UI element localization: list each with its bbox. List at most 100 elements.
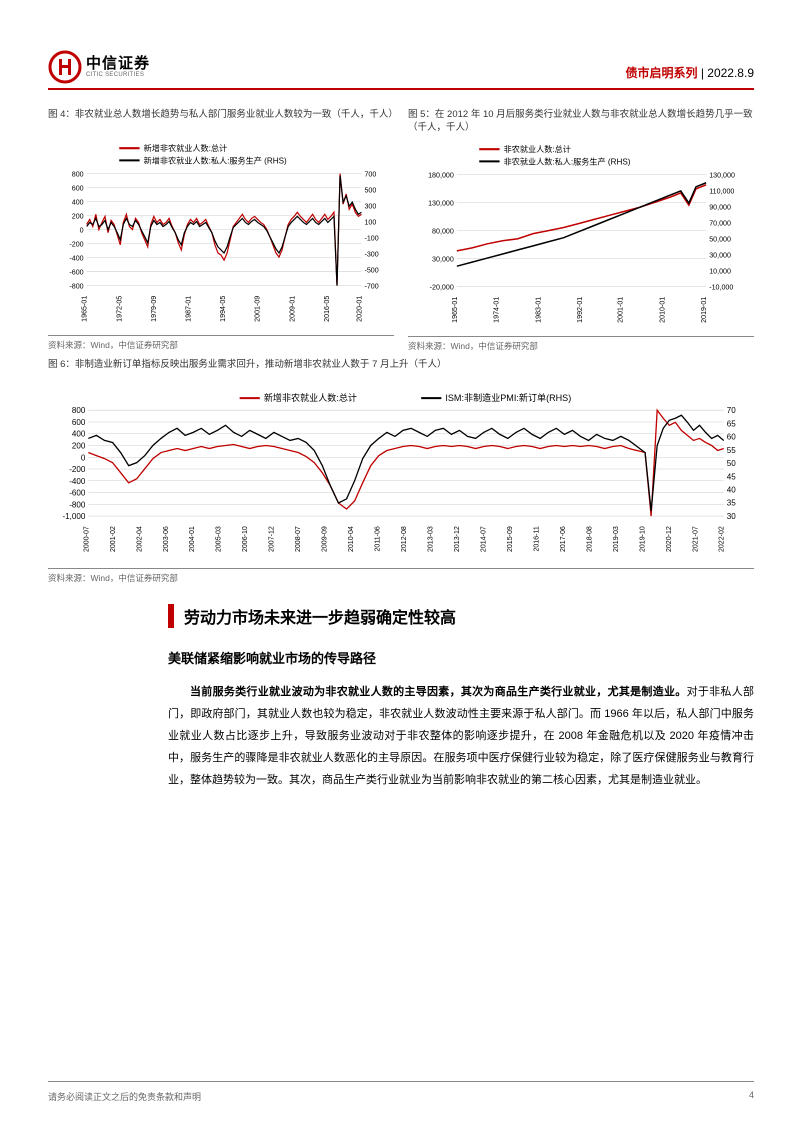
chart-4: 图 4：非农就业总人数增长趋势与私人部门服务业就业人数较为一致（千人，千人） 新…	[48, 108, 394, 352]
svg-text:1965-01: 1965-01	[81, 296, 89, 322]
svg-text:-700: -700	[364, 283, 378, 291]
svg-text:-400: -400	[69, 477, 86, 486]
chart-6: 图 6：非制造业新订单指标反映出服务业需求回升，推动新增非农就业人数于 7 月上…	[48, 358, 754, 585]
svg-text:70: 70	[727, 406, 736, 415]
svg-text:2022-02: 2022-02	[719, 526, 726, 552]
svg-text:2021-07: 2021-07	[692, 526, 699, 552]
svg-text:600: 600	[72, 185, 84, 193]
logo-cn: 中信证券	[86, 56, 150, 71]
chart-5-legend-0: 非农就业人数:总计	[504, 144, 571, 154]
svg-text:2002-04: 2002-04	[136, 526, 143, 552]
svg-text:2006-10: 2006-10	[242, 526, 249, 552]
svg-text:2019-10: 2019-10	[639, 526, 646, 552]
svg-text:1983-01: 1983-01	[534, 296, 542, 322]
svg-text:1992-01: 1992-01	[576, 296, 584, 322]
svg-text:30: 30	[727, 512, 736, 521]
svg-text:-600: -600	[69, 489, 86, 498]
svg-text:100: 100	[364, 219, 376, 227]
svg-text:-300: -300	[364, 251, 378, 259]
svg-text:50,000: 50,000	[709, 235, 731, 243]
chart-5-title: 图 5：在 2012 年 10 月后服务类行业就业人数与非农就业总人数增长趋势几…	[408, 108, 754, 135]
svg-text:800: 800	[72, 406, 86, 415]
svg-text:130,000: 130,000	[428, 199, 454, 207]
svg-text:35: 35	[727, 499, 736, 508]
svg-text:2020-01: 2020-01	[355, 296, 363, 322]
chart-4-title: 图 4：非农就业总人数增长趋势与私人部门服务业就业人数较为一致（千人，千人）	[48, 108, 394, 134]
svg-text:-800: -800	[69, 283, 83, 291]
chart-5-source: 资料来源：Wind，中信证券研究部	[408, 336, 754, 352]
svg-text:2015-09: 2015-09	[507, 526, 514, 552]
series-name: 债市启明系列	[625, 66, 697, 80]
svg-text:2016-11: 2016-11	[533, 526, 540, 551]
svg-text:1987-01: 1987-01	[184, 296, 192, 322]
svg-text:2001-09: 2001-09	[254, 296, 262, 322]
svg-text:2014-07: 2014-07	[480, 526, 487, 552]
logo-icon	[48, 50, 82, 84]
svg-text:2003-06: 2003-06	[163, 526, 170, 552]
chart-4-legend-0: 新增非农就业人数:总计	[144, 143, 228, 153]
svg-text:2009-09: 2009-09	[322, 526, 329, 552]
chart-6-title: 图 6：非制造业新订单指标反映出服务业需求回升，推动新增非农就业人数于 7 月上…	[48, 358, 754, 384]
chart-5-legend-1: 非农就业人数:私人:服务生产 (RHS)	[504, 156, 631, 166]
svg-text:2013-03: 2013-03	[428, 526, 435, 552]
logo-en: CITIC SECURITIES	[86, 72, 150, 78]
chart-6-legend-0: 新增非农就业人数:总计	[264, 392, 357, 403]
chart-5: 图 5：在 2012 年 10 月后服务类行业就业人数与非农就业总人数增长趋势几…	[408, 108, 754, 352]
chart-6-legend-1: ISM:非制造业PMI:新订单(RHS)	[445, 392, 571, 403]
svg-text:2010-01: 2010-01	[658, 296, 666, 322]
page-header: 中信证券 CITIC SECURITIES 债市启明系列 | 2022.8.9	[48, 50, 754, 84]
footer-page: 4	[749, 1090, 754, 1103]
svg-text:-400: -400	[69, 255, 83, 263]
svg-text:50: 50	[727, 459, 736, 468]
svg-text:2009-01: 2009-01	[288, 296, 296, 322]
svg-text:-200: -200	[69, 465, 86, 474]
svg-text:1965-01: 1965-01	[451, 296, 459, 322]
svg-text:70,000: 70,000	[709, 219, 731, 227]
svg-text:0: 0	[80, 227, 84, 235]
chart-4-legend-1: 新增非农就业人数:私人:服务生产 (RHS)	[144, 155, 287, 165]
svg-text:2020-12: 2020-12	[666, 526, 673, 552]
svg-text:90,000: 90,000	[709, 203, 731, 211]
svg-text:2011-06: 2011-06	[375, 526, 382, 551]
svg-text:30,000: 30,000	[432, 255, 454, 263]
svg-text:-200: -200	[69, 241, 83, 249]
header-right: 债市启明系列 | 2022.8.9	[625, 64, 754, 81]
svg-text:2010-04: 2010-04	[348, 526, 355, 552]
svg-text:10,000: 10,000	[709, 267, 731, 275]
chart-6-svg: 新增非农就业人数:总计 ISM:非制造业PMI:新订单(RHS) 8006004…	[48, 388, 754, 565]
chart-6-source: 资料来源：Wind，中信证券研究部	[48, 568, 754, 584]
svg-text:2019-01: 2019-01	[700, 296, 708, 322]
para-bold: 当前服务类行业就业波动为非农就业人数的主导因素，其次为商品生产类行业就业，尤其是…	[190, 686, 687, 698]
svg-text:2013-12: 2013-12	[454, 526, 461, 552]
svg-text:2005-03: 2005-03	[216, 526, 223, 552]
svg-text:700: 700	[364, 171, 376, 179]
svg-text:30,000: 30,000	[709, 251, 731, 259]
svg-text:-500: -500	[364, 267, 378, 275]
svg-text:2017-06: 2017-06	[560, 526, 567, 552]
svg-text:500: 500	[364, 187, 376, 195]
para-rest: 对于非私人部门，即政府部门，其就业人数也较为稳定，非农就业人数波动性主要来源于私…	[168, 686, 754, 786]
svg-text:2007-12: 2007-12	[269, 526, 276, 552]
svg-text:1994-05: 1994-05	[219, 296, 227, 322]
svg-text:45: 45	[727, 472, 736, 481]
section-title: 劳动力市场未来进一步趋弱确定性较高	[168, 604, 754, 628]
svg-text:-800: -800	[69, 500, 86, 509]
svg-text:1972-05: 1972-05	[115, 296, 123, 322]
svg-text:2000-07: 2000-07	[83, 526, 90, 552]
svg-text:2012-08: 2012-08	[401, 526, 408, 552]
svg-text:-20,000: -20,000	[430, 283, 454, 291]
svg-text:-10,000: -10,000	[709, 283, 733, 291]
svg-text:2019-03: 2019-03	[613, 526, 620, 552]
svg-text:40: 40	[727, 485, 736, 494]
svg-text:-100: -100	[364, 235, 378, 243]
svg-text:130,000: 130,000	[709, 171, 735, 179]
page-footer: 请务必阅读正文之后的免责条款和声明 4	[48, 1081, 754, 1103]
svg-text:200: 200	[72, 441, 86, 450]
svg-text:2001-02: 2001-02	[110, 526, 117, 552]
chart-5-svg: 非农就业人数:总计 非农就业人数:私人:服务生产 (RHS) 180,00013…	[408, 139, 754, 332]
svg-text:2001-01: 2001-01	[617, 296, 625, 322]
svg-text:400: 400	[72, 430, 86, 439]
subsection-title: 美联储紧缩影响就业市场的传导路径	[168, 648, 754, 667]
svg-text:2008-07: 2008-07	[295, 526, 302, 552]
svg-text:300: 300	[364, 203, 376, 211]
